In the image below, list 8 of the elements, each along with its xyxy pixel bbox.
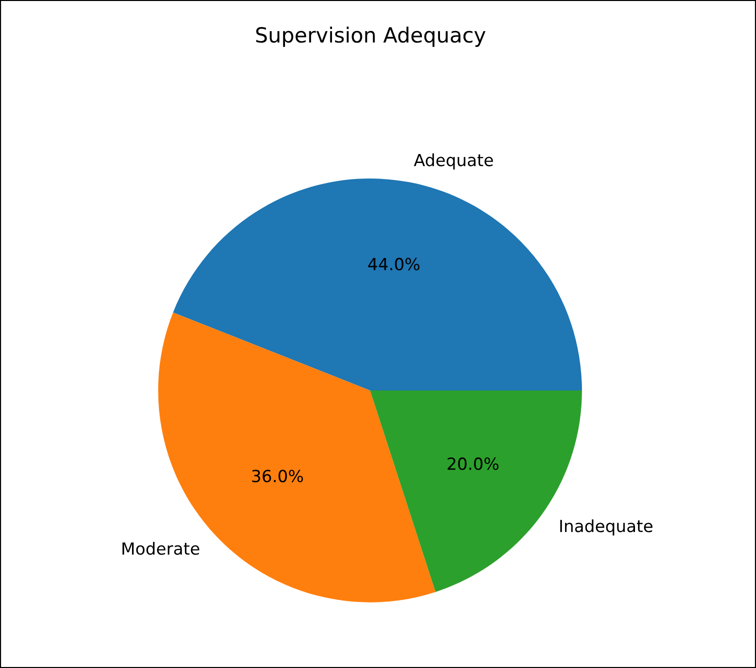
slice-label: Moderate [122, 542, 200, 555]
pie-slice [173, 178, 582, 390]
slice-label: Inadequate [560, 519, 652, 536]
data-label: 20.0% [448, 457, 498, 470]
slice-label: Adequate [414, 153, 493, 170]
data-label: 44.0% [368, 258, 420, 270]
data-label: 36.0% [252, 470, 303, 482]
chart-title: Supervision Adequacy [256, 26, 486, 47]
